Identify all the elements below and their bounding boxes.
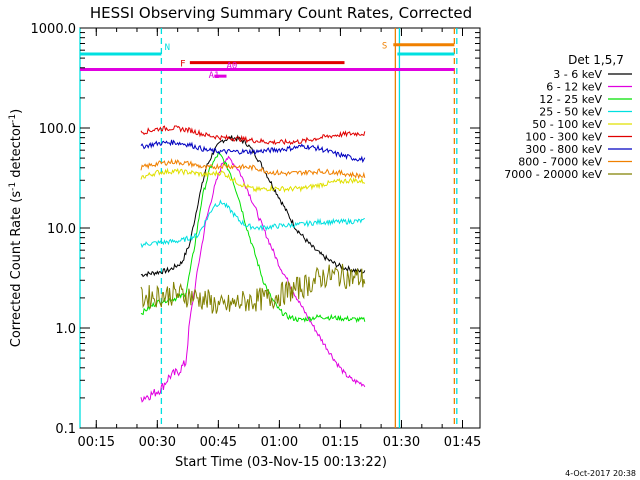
- y-tick-label: 1000.0: [31, 22, 77, 37]
- series-line: [140, 134, 366, 278]
- x-tick-label: 00:15: [78, 435, 115, 450]
- series-line: [140, 199, 365, 249]
- series-lines: [140, 125, 366, 403]
- flag-label: A1: [209, 71, 220, 81]
- x-tick-label: 01:30: [383, 435, 420, 450]
- chart-title: HESSI Observing Summary Count Rates, Cor…: [90, 4, 472, 22]
- y-tick-label: 100.0: [39, 122, 76, 137]
- flag-label: N: [165, 43, 170, 53]
- legend-entry-label: 50 - 100 keV: [532, 118, 602, 131]
- legend-entry-label: 6 - 12 keV: [546, 81, 602, 94]
- x-tick-label: 01:15: [322, 435, 359, 450]
- y-tick-label: 10.0: [47, 222, 76, 237]
- x-tick-label: 01:45: [444, 435, 481, 450]
- y-axis-label: Corrected Count Rate (s-1 detector-1): [8, 109, 24, 347]
- x-axis-label: Start Time (03-Nov-15 00:13:22): [175, 455, 387, 470]
- series-line: [140, 139, 366, 164]
- flag-label: S: [382, 42, 387, 52]
- y-tick-label: 0.1: [55, 422, 76, 437]
- flag-label: A0: [226, 61, 237, 71]
- series-line: [140, 167, 366, 193]
- series-line: [140, 155, 366, 403]
- series-line: [140, 125, 366, 146]
- legend-entry-label: 3 - 6 keV: [553, 68, 602, 81]
- footer-date: 4-Oct-2017 20:38: [565, 469, 636, 478]
- series-line: [140, 151, 366, 324]
- x-tick-label: 01:00: [261, 435, 298, 450]
- legend-entry-label: 100 - 300 keV: [525, 131, 602, 144]
- y-tick-label: 1.0: [55, 322, 76, 337]
- series-line: [140, 158, 366, 180]
- plot-frame: [79, 27, 481, 429]
- x-tick-label: 00:45: [200, 435, 237, 450]
- legend-entry-label: 12 - 25 keV: [539, 93, 602, 106]
- y-axis: 0.1 1.0 10.0 100.0 1000.0: [31, 22, 480, 437]
- series-line: [140, 263, 366, 314]
- x-tick-label: 00:30: [139, 435, 176, 450]
- legend-title: Det 1,5,7: [568, 53, 624, 67]
- flag-bars: N S F A0 A1: [80, 42, 455, 81]
- legend-entry-label: 300 - 800 keV: [525, 143, 602, 156]
- vertical-markers: [79, 28, 458, 428]
- legend-entry-label: 25 - 50 keV: [539, 106, 602, 119]
- legend-entry-label: 7000 - 20000 keV: [504, 168, 602, 181]
- flag-label: F: [180, 60, 185, 70]
- legend-entry-label: 800 - 7000 keV: [518, 156, 602, 169]
- x-axis: 00:15 00:30 00:45 01:00 01:15 01:30 01:45: [78, 28, 481, 450]
